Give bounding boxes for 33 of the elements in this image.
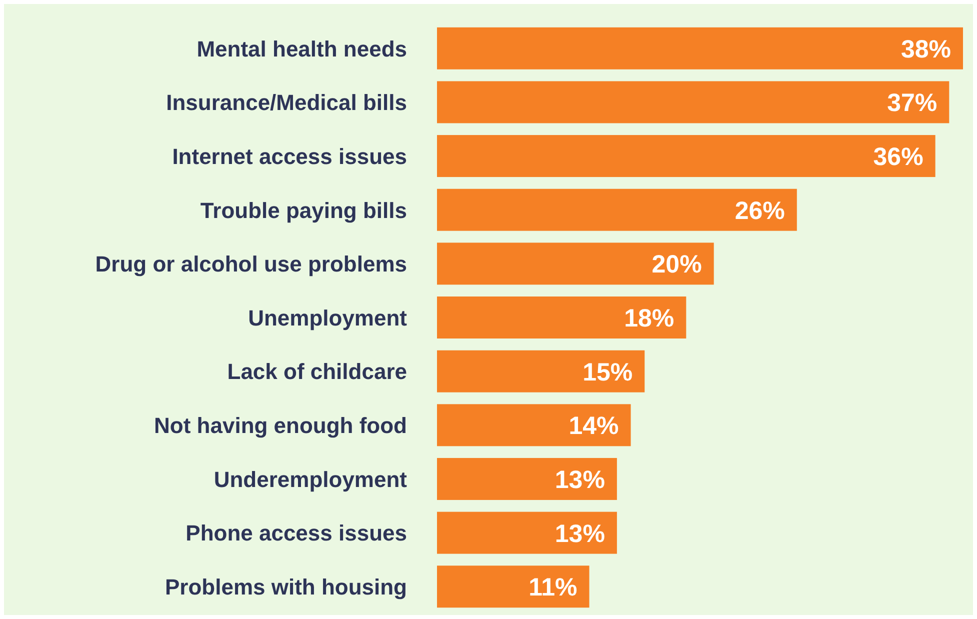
data-label: 38%: [900, 35, 951, 64]
y-tick-label: Mental health needs: [196, 36, 407, 62]
data-label: 37%: [887, 89, 938, 118]
bar: [437, 404, 631, 446]
y-tick-label: Unemployment: [248, 305, 408, 330]
y-tick-label: Insurance/Medical bills: [166, 90, 407, 116]
data-label: 11%: [528, 574, 578, 602]
bar: [437, 188, 797, 231]
y-tick-label: Underemployment: [214, 466, 408, 492]
data-label: 15%: [582, 358, 633, 386]
y-tick-label: Lack of childcare: [227, 359, 407, 384]
data-label: 13%: [554, 466, 605, 494]
data-label: 26%: [734, 196, 785, 225]
y-tick-label: Not having enough food: [154, 413, 407, 438]
bar: [437, 135, 936, 178]
bar: [437, 566, 590, 608]
bar: [437, 81, 950, 124]
bar: [437, 27, 963, 70]
bar: [437, 458, 617, 500]
y-tick-label: Problems with housing: [164, 574, 407, 600]
data-label: 14%: [568, 412, 619, 440]
data-label: 36%: [873, 143, 924, 172]
y-tick-label: Internet access issues: [172, 144, 407, 169]
data-label: 18%: [624, 304, 674, 332]
y-tick-label: Drug or alcohol use problems: [95, 252, 407, 277]
bar: [437, 296, 686, 338]
data-label: 20%: [652, 250, 702, 279]
bar: [437, 242, 714, 285]
bar: [437, 350, 645, 392]
y-tick-label: Phone access issues: [186, 520, 407, 546]
y-tick-label: Trouble paying bills: [200, 198, 407, 223]
bar: [437, 512, 617, 554]
data-label: 13%: [554, 520, 605, 548]
